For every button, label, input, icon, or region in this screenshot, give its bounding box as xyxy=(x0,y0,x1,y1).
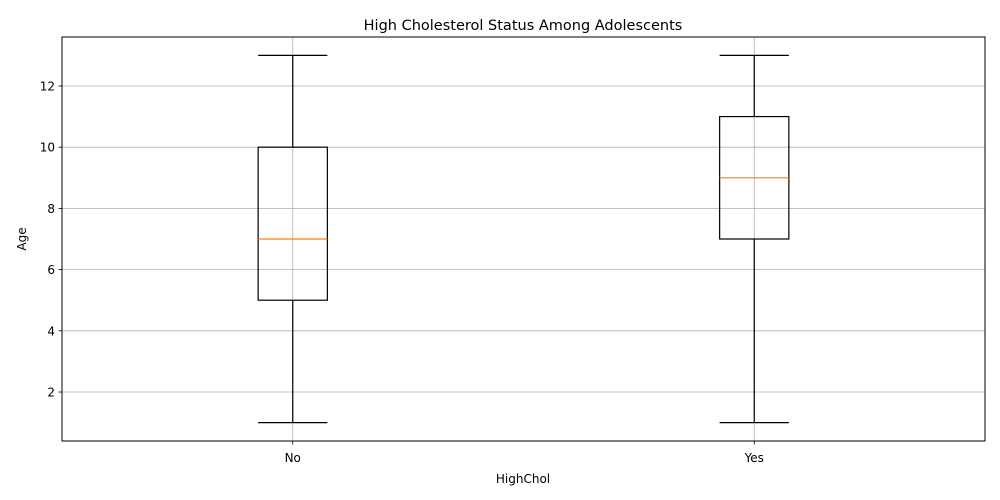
y-tick-label: 6 xyxy=(47,263,55,277)
x-axis-label: HighChol xyxy=(496,472,550,486)
x-tick-label: No xyxy=(285,451,301,465)
y-tick-label: 8 xyxy=(47,202,55,216)
y-tick-label: 2 xyxy=(47,386,55,400)
plot-frame xyxy=(61,36,986,442)
x-tick-label: Yes xyxy=(744,451,764,465)
y-axis-label: Age xyxy=(15,227,29,250)
chart-title: High Cholesterol Status Among Adolescent… xyxy=(364,18,683,34)
boxes xyxy=(257,54,790,424)
x-axis-ticks: No Yes xyxy=(285,441,764,465)
iqr-box xyxy=(257,146,328,301)
grid-lines xyxy=(62,37,985,441)
y-tick-label: 10 xyxy=(40,141,55,155)
y-tick-label: 4 xyxy=(47,324,55,338)
y-tick-label: 12 xyxy=(40,79,55,93)
box-no xyxy=(257,54,328,424)
y-axis-ticks: 2 4 6 8 10 12 xyxy=(40,79,62,400)
box-yes xyxy=(719,54,790,424)
